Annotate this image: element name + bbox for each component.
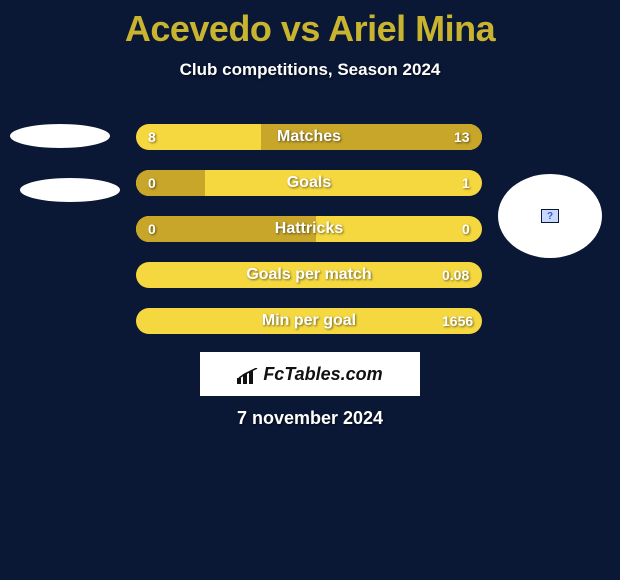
subtitle: Club competitions, Season 2024 xyxy=(0,60,620,80)
avatar-left-2 xyxy=(20,178,120,202)
image-placeholder-icon: ? xyxy=(541,209,559,223)
chart-icon xyxy=(237,368,259,384)
stat-value-left: 0 xyxy=(148,175,156,191)
avatar-left-1 xyxy=(10,124,110,148)
stat-bar: Min per goal 1656 xyxy=(136,308,482,334)
page-title: Acevedo vs Ariel Mina xyxy=(125,8,495,49)
stat-bar: Goals 0 1 xyxy=(136,170,482,196)
date-text: 7 november 2024 xyxy=(0,408,620,429)
stat-value-right: 0.08 xyxy=(442,267,469,283)
stat-value-right: 1 xyxy=(462,175,470,191)
logo-text: FcTables.com xyxy=(263,364,382,385)
stat-bar-fill xyxy=(136,170,205,196)
stat-label: Hattricks xyxy=(275,220,343,238)
stat-value-left: 8 xyxy=(148,129,156,145)
avatar-right: ? xyxy=(498,174,602,258)
stat-bar: Hattricks 0 0 xyxy=(136,216,482,242)
stat-value-right: 0 xyxy=(462,221,470,237)
stat-value-right: 13 xyxy=(454,129,470,145)
stat-bar: Matches 8 13 xyxy=(136,124,482,150)
stat-label: Goals xyxy=(287,174,331,192)
logo-box: FcTables.com xyxy=(200,352,420,396)
stat-value-left: 0 xyxy=(148,221,156,237)
page-title-wrap: Acevedo vs Ariel Mina xyxy=(0,0,620,50)
stat-label: Min per goal xyxy=(262,312,356,330)
stat-value-right: 1656 xyxy=(442,313,473,329)
stat-label: Matches xyxy=(277,128,341,146)
comparison-card: Acevedo vs Ariel Mina Club competitions,… xyxy=(0,0,620,440)
stat-bar: Goals per match 0.08 xyxy=(136,262,482,288)
stat-bars: Matches 8 13 Goals 0 1 Hattricks 0 0 Goals per ma… xyxy=(136,124,482,354)
stat-label: Goals per match xyxy=(246,266,371,284)
